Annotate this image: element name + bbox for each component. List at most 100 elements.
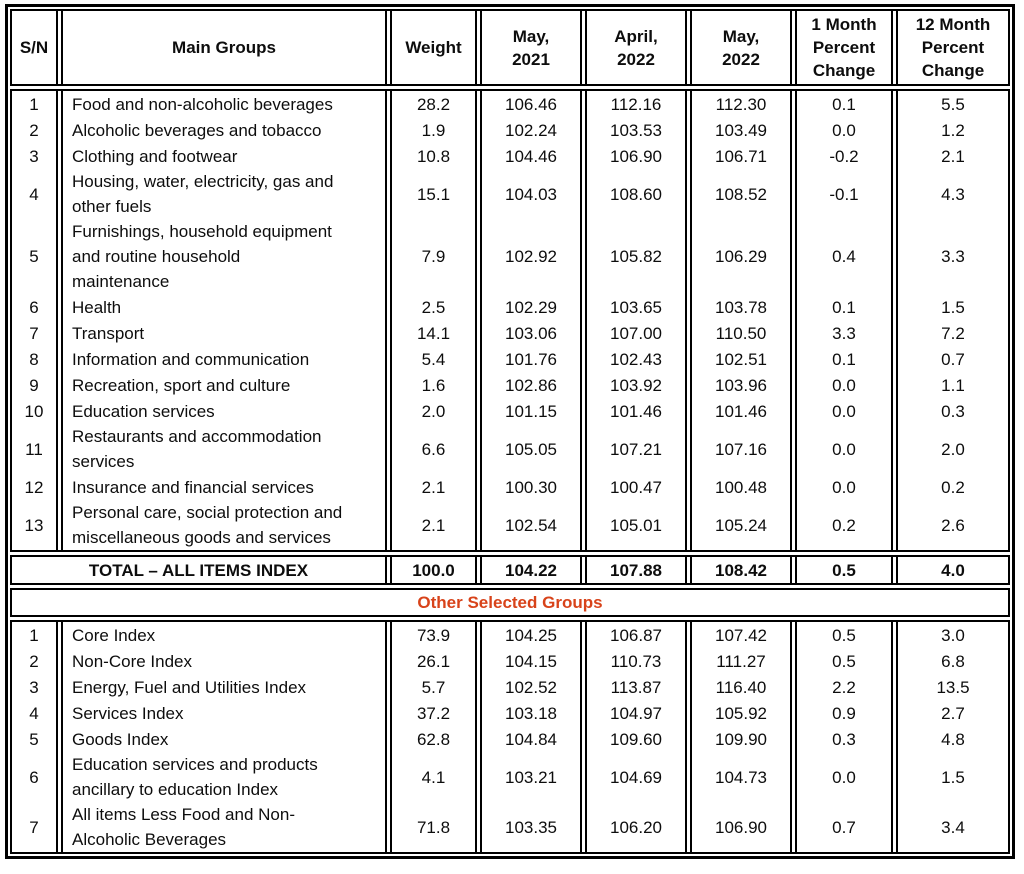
table-row: 10 Education services 2.0 101.15 101.46 101.4…	[10, 398, 1010, 424]
may-2021-cell: 102.86	[480, 372, 582, 398]
weight-cell: 15.1	[390, 169, 477, 219]
sn-cell: 4	[10, 700, 58, 726]
may-2022-cell: 107.42	[690, 622, 792, 648]
sn-cell: 4	[10, 169, 58, 219]
group-label: Non-Core Index	[61, 648, 387, 674]
twelve-month-change-cell: 3.0	[896, 622, 1010, 648]
group-label: Education services	[61, 398, 387, 424]
sn-cell: 6	[10, 294, 58, 320]
may-2022-cell: 110.50	[690, 320, 792, 346]
sn-cell: 13	[10, 500, 58, 550]
sn-cell: 5	[10, 726, 58, 752]
group-label: Goods Index	[61, 726, 387, 752]
one-month-change-cell: 0.2	[795, 500, 893, 550]
other-groups-section: 1 Core Index 73.9 104.25 106.87 107.42 0.5 3.0 2…	[10, 620, 1010, 854]
april-2022-cell: 106.20	[585, 802, 687, 852]
other-groups-title: Other Selected Groups	[10, 590, 1010, 615]
may-2022-cell: 101.46	[690, 398, 792, 424]
group-label: Personal care, social protection and mis…	[61, 500, 387, 550]
group-label: Transport	[61, 320, 387, 346]
group-label: Information and communication	[61, 346, 387, 372]
weight-cell: 1.6	[390, 372, 477, 398]
may-2022-cell: 106.29	[690, 219, 792, 294]
twelve-month-change-cell: 7.2	[896, 320, 1010, 346]
table-row: 1 Food and non-alcoholic beverages 28.2 106…	[10, 91, 1010, 117]
header-row: S/N Main Groups Weight May, 2021 April, …	[10, 11, 1010, 84]
header-may-2021: May, 2021	[480, 11, 582, 84]
table-row: 3 Clothing and footwear 10.8 104.46 106.90 10…	[10, 143, 1010, 169]
weight-cell: 14.1	[390, 320, 477, 346]
may-2022-cell: 106.71	[690, 143, 792, 169]
sn-cell: 11	[10, 424, 58, 474]
table-row: 5 Furnishings, household equipment and ro…	[10, 219, 1010, 294]
twelve-month-change-cell: 1.5	[896, 752, 1010, 802]
may-2021-cell: 104.03	[480, 169, 582, 219]
may-2021-cell: 104.46	[480, 143, 582, 169]
april-2022-cell: 105.01	[585, 500, 687, 550]
may-2022-cell: 103.78	[690, 294, 792, 320]
one-month-change-cell: 0.1	[795, 346, 893, 372]
april-2022-cell: 100.47	[585, 474, 687, 500]
total-may-2022: 108.42	[690, 557, 792, 583]
one-month-change-cell: -0.1	[795, 169, 893, 219]
weight-cell: 2.5	[390, 294, 477, 320]
twelve-month-change-cell: 2.1	[896, 143, 1010, 169]
twelve-month-change-cell: 6.8	[896, 648, 1010, 674]
may-2022-cell: 105.24	[690, 500, 792, 550]
weight-cell: 2.1	[390, 474, 477, 500]
header-12-month-change: 12 Month Percent Change	[896, 11, 1010, 84]
total-april-2022: 107.88	[585, 557, 687, 583]
sn-cell: 2	[10, 648, 58, 674]
one-month-change-cell: 0.0	[795, 398, 893, 424]
april-2022-cell: 101.46	[585, 398, 687, 424]
weight-cell: 37.2	[390, 700, 477, 726]
one-month-change-cell: 2.2	[795, 674, 893, 700]
sn-cell: 7	[10, 802, 58, 852]
twelve-month-change-cell: 2.0	[896, 424, 1010, 474]
group-label: Food and non-alcoholic beverages	[61, 91, 387, 117]
april-2022-cell: 109.60	[585, 726, 687, 752]
group-label: Housing, water, electricity, gas and oth…	[61, 169, 387, 219]
april-2022-cell: 112.16	[585, 91, 687, 117]
weight-cell: 73.9	[390, 622, 477, 648]
one-month-change-cell: 0.0	[795, 752, 893, 802]
total-weight: 100.0	[390, 557, 477, 583]
twelve-month-change-cell: 1.2	[896, 117, 1010, 143]
twelve-month-change-cell: 3.3	[896, 219, 1010, 294]
may-2022-cell: 103.49	[690, 117, 792, 143]
group-label: Energy, Fuel and Utilities Index	[61, 674, 387, 700]
group-label: Insurance and financial services	[61, 474, 387, 500]
april-2022-cell: 113.87	[585, 674, 687, 700]
may-2021-cell: 106.46	[480, 91, 582, 117]
may-2022-cell: 108.52	[690, 169, 792, 219]
table-row: 3 Energy, Fuel and Utilities Index 5.7 102.…	[10, 674, 1010, 700]
group-label: Health	[61, 294, 387, 320]
total-section: TOTAL – ALL ITEMS INDEX 100.0 104.22 107…	[10, 555, 1010, 585]
header-weight: Weight	[390, 11, 477, 84]
weight-cell: 5.7	[390, 674, 477, 700]
may-2021-cell: 105.05	[480, 424, 582, 474]
twelve-month-change-cell: 2.7	[896, 700, 1010, 726]
may-2022-cell: 107.16	[690, 424, 792, 474]
april-2022-cell: 104.69	[585, 752, 687, 802]
header-1-month-change: 1 Month Percent Change	[795, 11, 893, 84]
weight-cell: 2.0	[390, 398, 477, 424]
table-row: 6 Health 2.5 102.29 103.65 103.78 0.1 1.5	[10, 294, 1010, 320]
may-2021-cell: 103.18	[480, 700, 582, 726]
weight-cell: 1.9	[390, 117, 477, 143]
may-2022-cell: 105.92	[690, 700, 792, 726]
weight-cell: 26.1	[390, 648, 477, 674]
weight-cell: 4.1	[390, 752, 477, 802]
may-2021-cell: 102.24	[480, 117, 582, 143]
group-label: Core Index	[61, 622, 387, 648]
twelve-month-change-cell: 2.6	[896, 500, 1010, 550]
may-2021-cell: 102.54	[480, 500, 582, 550]
one-month-change-cell: 0.5	[795, 622, 893, 648]
sn-cell: 1	[10, 622, 58, 648]
group-label: Services Index	[61, 700, 387, 726]
one-month-change-cell: 0.9	[795, 700, 893, 726]
weight-cell: 28.2	[390, 91, 477, 117]
weight-cell: 5.4	[390, 346, 477, 372]
weight-cell: 10.8	[390, 143, 477, 169]
total-1-month-change: 0.5	[795, 557, 893, 583]
